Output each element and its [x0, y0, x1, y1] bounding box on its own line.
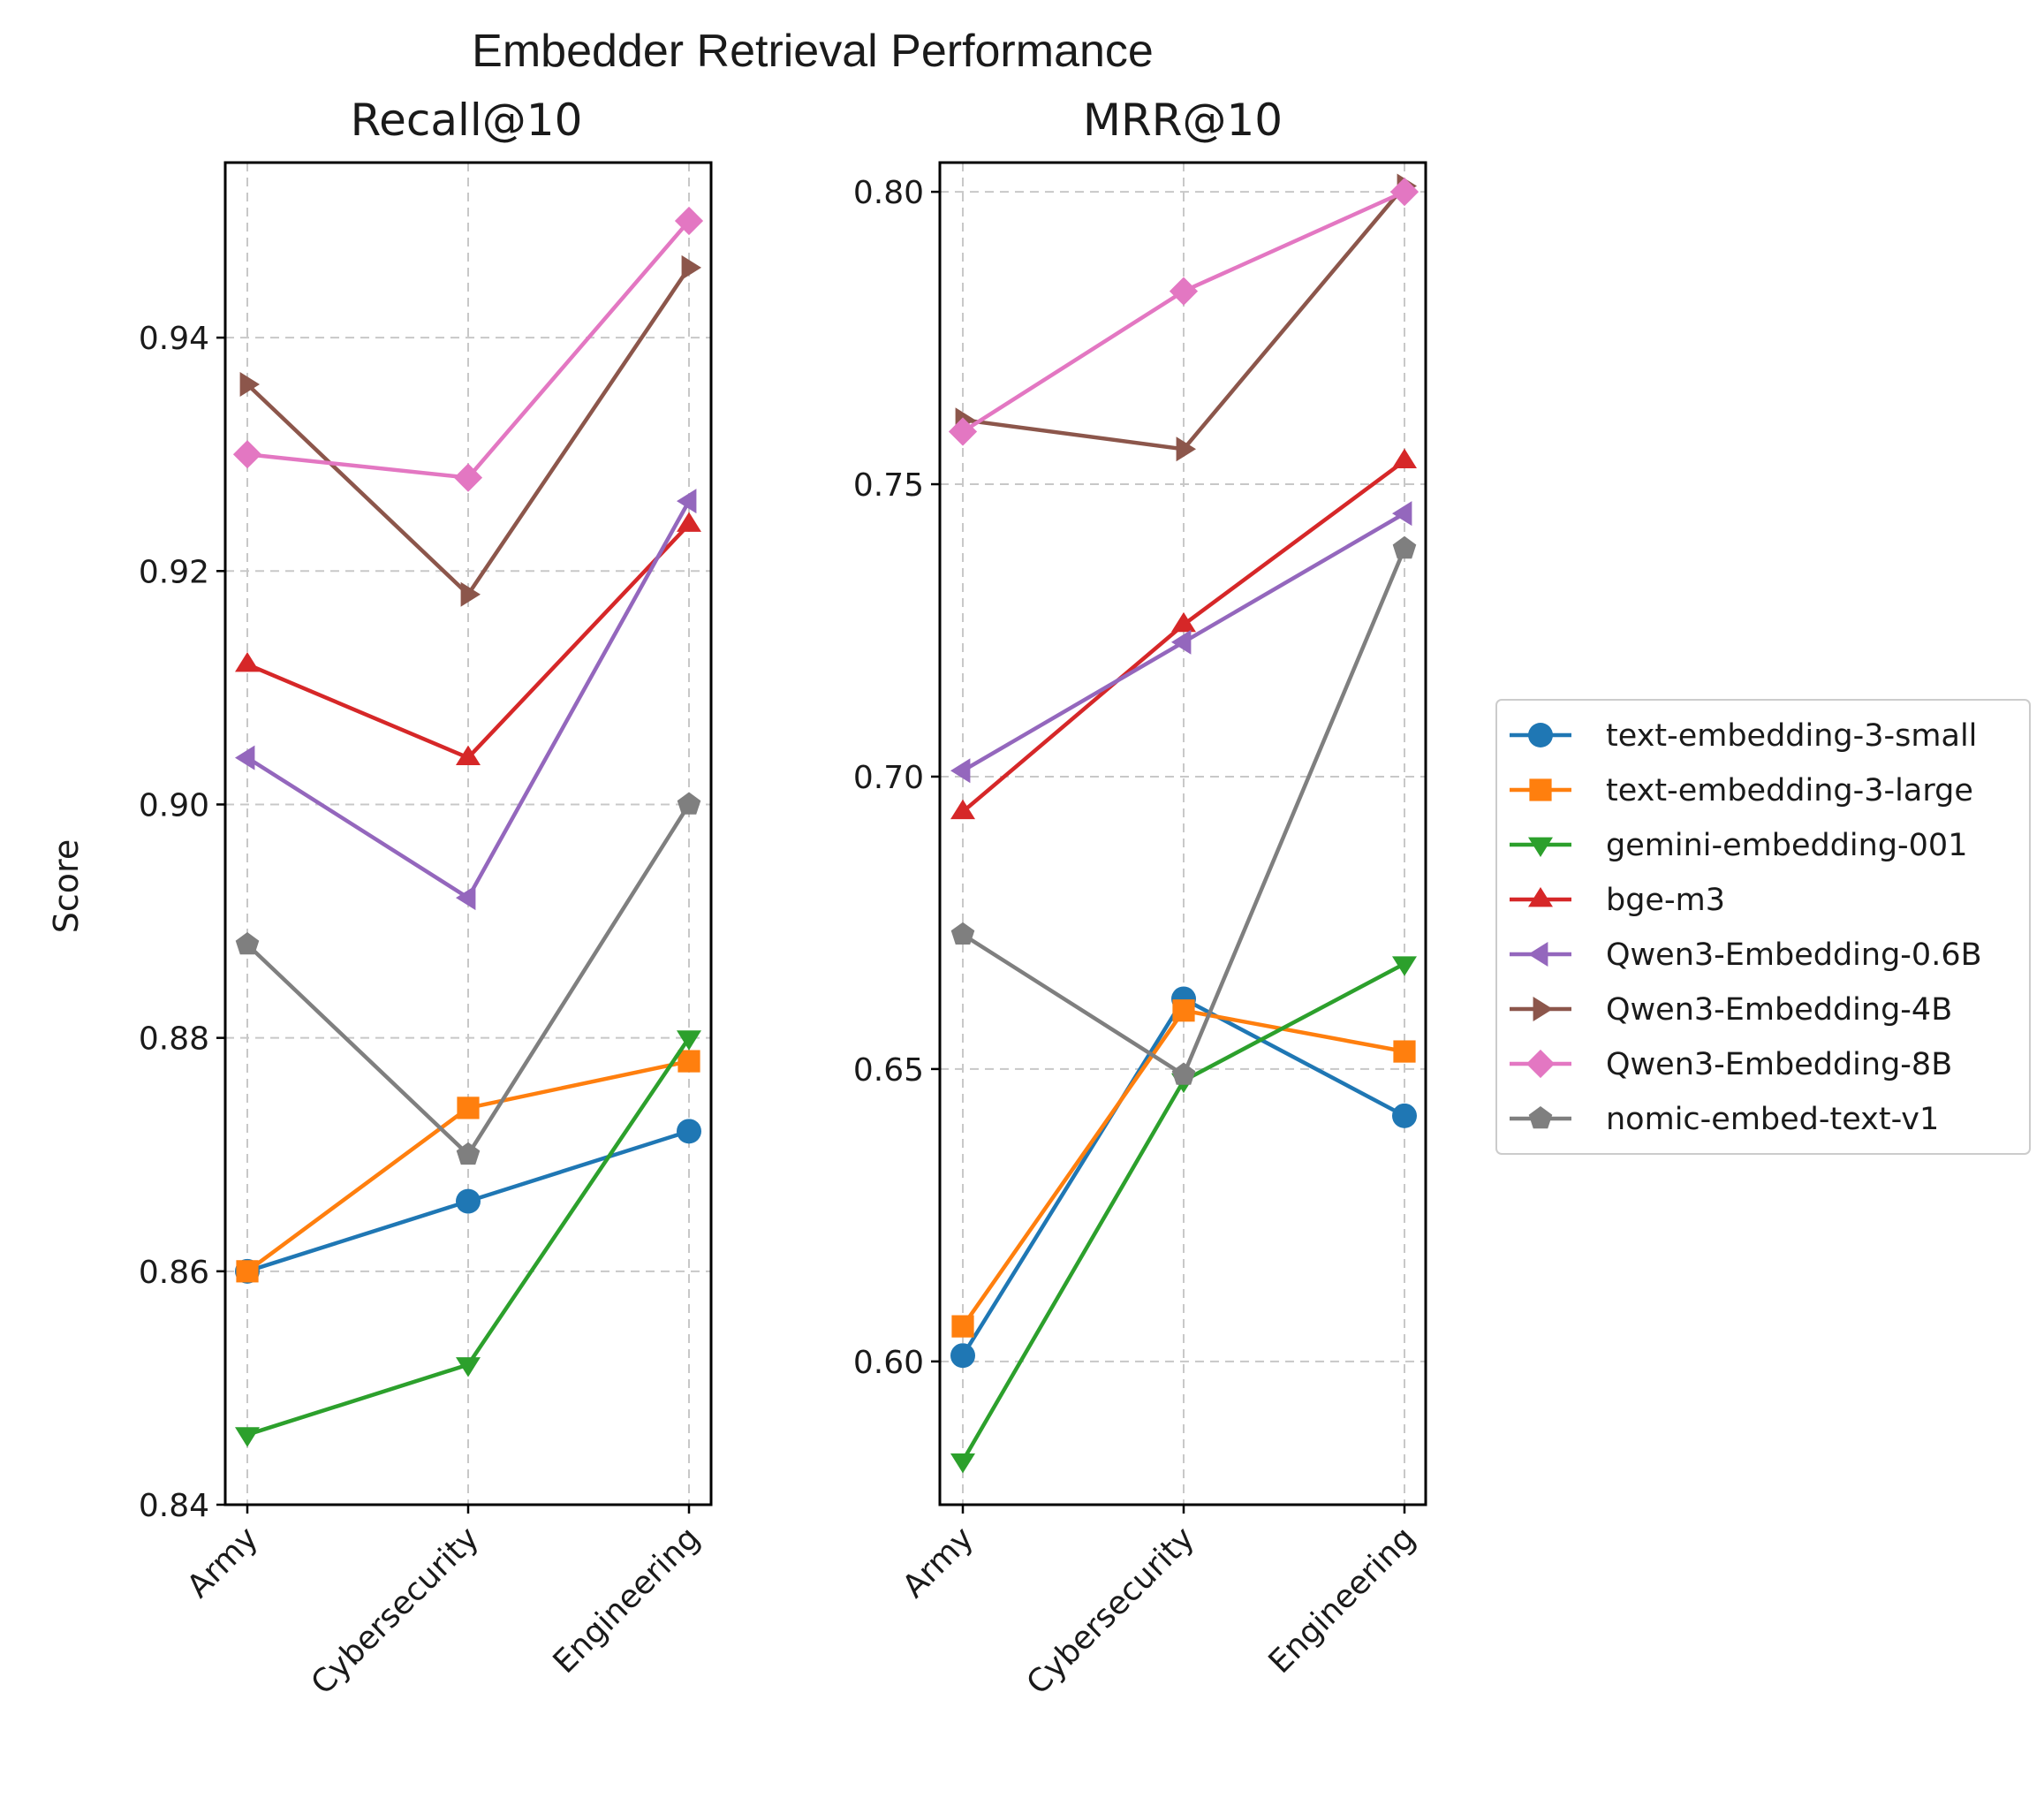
recall-point-qwen3-embedding-0-6b-cybersecurity [456, 885, 476, 911]
legend-marker-text-embedding-3-large [1529, 778, 1552, 801]
figure-title: Embedder Retrieval Performance [472, 26, 1154, 77]
legend-marker-qwen3-embedding-8b [1525, 1049, 1556, 1079]
mrr-point-text-embedding-3-small-army [950, 1343, 975, 1369]
legend: text-embedding-3-small text-embedding-3-l… [1495, 699, 2031, 1155]
recall-point-gemini-embedding-001-cybersecurity [456, 1357, 481, 1377]
mrr-point-text-embedding-3-small-engineering [1392, 1103, 1417, 1128]
recall-point-bge-m3-cybersecurity [456, 745, 481, 765]
legend-marker-nomic-embed-text-v1 [1528, 1106, 1553, 1129]
recall-point-text-embedding-3-large-cybersecurity [457, 1096, 480, 1119]
mrr-ytick-label-0-80: 0.80 [853, 175, 924, 211]
recall-ytick-label-0-86: 0.86 [139, 1255, 209, 1291]
legend-box [1495, 699, 2031, 1155]
recall-point-text-embedding-3-small-cybersecurity [456, 1188, 481, 1214]
legend-marker-qwen3-embedding-0-6b [1528, 942, 1548, 967]
recall-ytick-label-0-90: 0.90 [139, 787, 209, 823]
recall-point-gemini-embedding-001-army [235, 1427, 260, 1447]
legend-marker-gemini-embedding-001 [1528, 837, 1553, 857]
recall-ytick-label-0-94: 0.94 [139, 321, 209, 357]
recall-point-qwen3-embedding-8b-cybersecurity [453, 463, 483, 492]
recall-point-qwen3-embedding-8b-army [232, 440, 262, 469]
legend-label-bge-m3: bge-m3 [1606, 883, 1725, 918]
mrr-point-bge-m3-cybersecurity [1171, 611, 1196, 633]
recall-point-qwen3-embedding-8b-engineering [674, 206, 704, 236]
recall-point-qwen3-embedding-0-6b-army [235, 745, 255, 770]
mrr-point-nomic-embed-text-v1-cybersecurity [1171, 1062, 1196, 1085]
mrr-point-text-embedding-3-large-army [951, 1315, 974, 1338]
mrr-point-nomic-embed-text-v1-engineering [1392, 535, 1417, 559]
mrr-point-text-embedding-3-large-engineering [1393, 1040, 1416, 1063]
recall-point-qwen3-embedding-4b-army [239, 372, 260, 397]
mrr-point-qwen3-embedding-8b-engineering [1389, 178, 1419, 207]
legend-label-nomic-embed-text-v1: nomic-embed-text-v1 [1606, 1102, 1939, 1137]
legend-marker-bge-m3 [1528, 887, 1553, 907]
recall-point-qwen3-embedding-4b-cybersecurity [460, 581, 481, 607]
legend-label-qwen3-embedding-0-6b: Qwen3-Embedding-0.6B [1606, 937, 1982, 973]
mrr-point-qwen3-embedding-0-6b-engineering [1392, 501, 1412, 527]
recall-point-nomic-embed-text-v1-cybersecurity [456, 1142, 481, 1165]
recall-point-text-embedding-3-large-army [236, 1260, 259, 1283]
legend-label-text-embedding-3-small: text-embedding-3-small [1606, 718, 1977, 754]
recall-point-gemini-embedding-001-engineering [677, 1030, 701, 1051]
mrr-ytick-label-0-65: 0.65 [853, 1052, 924, 1089]
legend-label-qwen3-embedding-8b: Qwen3-Embedding-8B [1606, 1047, 1952, 1082]
recall-ytick-label-0-92: 0.92 [139, 554, 209, 590]
recall-point-bge-m3-army [235, 652, 260, 672]
recall-point-nomic-embed-text-v1-army [235, 932, 260, 955]
recall-point-text-embedding-3-small-engineering [677, 1119, 701, 1144]
legend-marker-qwen3-embedding-4b [1533, 997, 1553, 1021]
mrr-point-qwen3-embedding-8b-army [948, 417, 978, 446]
recall-point-qwen3-embedding-4b-engineering [681, 254, 701, 280]
mrr-ytick-label-0-60: 0.60 [853, 1345, 924, 1381]
y-axis-label: Score [47, 839, 86, 933]
mrr-point-qwen3-embedding-0-6b-cybersecurity [1171, 629, 1192, 655]
mrr-point-gemini-embedding-001-engineering [1392, 956, 1417, 976]
mrr-ytick-label-0-75: 0.75 [853, 467, 924, 504]
legend-marker-text-embedding-3-small [1528, 723, 1553, 747]
mrr-point-qwen3-embedding-4b-cybersecurity [1176, 436, 1196, 462]
mrr-point-bge-m3-engineering [1392, 448, 1417, 468]
mrr-point-gemini-embedding-001-army [950, 1453, 975, 1474]
recall-point-bge-m3-engineering [677, 512, 701, 532]
recall-ytick-label-0-84: 0.84 [139, 1488, 209, 1524]
mrr-ytick-label-0-70: 0.70 [853, 760, 924, 796]
mrr-panel-title: MRR@10 [1083, 95, 1283, 146]
recall-point-nomic-embed-text-v1-engineering [677, 792, 701, 815]
legend-label-gemini-embedding-001: gemini-embedding-001 [1606, 828, 1967, 863]
recall-ytick-label-0-88: 0.88 [139, 1021, 209, 1058]
mrr-point-text-embedding-3-large-cybersecurity [1172, 999, 1195, 1022]
recall-point-qwen3-embedding-0-6b-engineering [677, 489, 697, 514]
recall-panel-title: Recall@10 [351, 95, 583, 146]
legend-label-text-embedding-3-large: text-embedding-3-large [1606, 773, 1973, 808]
mrr-point-qwen3-embedding-0-6b-army [950, 758, 971, 784]
mrr-point-nomic-embed-text-v1-army [950, 922, 975, 945]
legend-label-qwen3-embedding-4b: Qwen3-Embedding-4B [1606, 992, 1952, 1028]
mrr-point-bge-m3-army [950, 799, 975, 820]
recall-point-text-embedding-3-large-engineering [678, 1050, 700, 1073]
mrr-point-qwen3-embedding-8b-cybersecurity [1169, 277, 1199, 306]
